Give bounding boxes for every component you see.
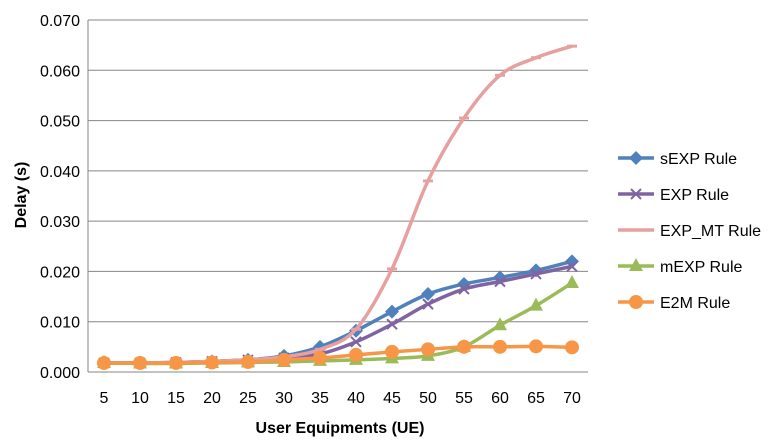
- x-tick-label: 30: [275, 390, 293, 407]
- data-point: [565, 274, 579, 288]
- x-tick-label: 65: [527, 390, 545, 407]
- y-axis-title: Delay (s): [13, 162, 30, 229]
- data-point: [566, 260, 578, 273]
- data-point: [385, 304, 399, 319]
- data-point: [458, 283, 470, 295]
- y-tick-label: 0.060: [40, 63, 80, 80]
- x-tick-labels: 5 10 15 20 25 30 35 40 45 50 55 60 65 70: [100, 390, 581, 407]
- series-4: [97, 339, 579, 370]
- x-tick-label: 10: [131, 390, 149, 407]
- x-tick-label: 60: [491, 390, 509, 407]
- y-tick-label: 0.000: [40, 365, 80, 382]
- x-tick-label: 45: [383, 390, 401, 407]
- legend-marker: [630, 188, 642, 200]
- gridlines: [88, 19, 588, 323]
- legend-item: EXP Rule: [618, 187, 729, 204]
- x-tick-label: 50: [419, 390, 437, 407]
- series-group: [97, 44, 579, 370]
- data-point: [386, 318, 398, 330]
- x-tick-label: 40: [347, 390, 365, 407]
- data-point: [385, 344, 399, 359]
- series-2: [99, 44, 577, 365]
- legend-marker: [629, 151, 643, 165]
- x-tick-label: 55: [455, 390, 473, 407]
- y-tick-labels: 0.000 0.010 0.020 0.030 0.040 0.050 0.060 0.070: [40, 13, 80, 382]
- x-tick-label: 5: [100, 390, 109, 407]
- data-point: [421, 287, 435, 302]
- legend-item: E2M Rule: [618, 295, 730, 312]
- x-axis-title: User Equipments (UE): [256, 420, 425, 437]
- data-point: [530, 268, 542, 280]
- data-point: [493, 339, 507, 354]
- y-tick-label: 0.040: [40, 164, 80, 181]
- data-point: [565, 340, 579, 355]
- legend-marker: [629, 258, 643, 271]
- data-point: [457, 339, 471, 354]
- data-point: [565, 254, 579, 269]
- x-tick-label: 15: [167, 390, 185, 407]
- data-point: [493, 317, 507, 331]
- data-point: [169, 355, 183, 370]
- data-point: [529, 339, 543, 354]
- series-1: [98, 260, 578, 369]
- data-point: [97, 355, 111, 370]
- data-point: [349, 347, 363, 362]
- x-tick-label: 25: [239, 390, 257, 407]
- x-tick-label: 20: [203, 390, 221, 407]
- legend-label: EXP Rule: [660, 187, 729, 204]
- legend-marker: [629, 295, 643, 309]
- x-tick-label: 35: [311, 390, 329, 407]
- legend-item: mEXP Rule: [618, 258, 743, 276]
- legend: sEXP Rule EXP Rule EXP_MT Rule mEXP Rule E2M…: [618, 151, 761, 312]
- data-point: [494, 275, 506, 288]
- data-point: [313, 350, 327, 365]
- y-tick-label: 0.010: [40, 315, 80, 332]
- y-tick-label: 0.020: [40, 264, 80, 281]
- legend-label: E2M Rule: [660, 295, 730, 312]
- y-tick-label: 0.030: [40, 214, 80, 231]
- series-line: [103, 44, 573, 365]
- axes: [87, 20, 588, 373]
- data-point: [529, 297, 543, 311]
- legend-item: sEXP Rule: [618, 151, 737, 168]
- y-tick-label: 0.070: [40, 13, 80, 30]
- data-point: [133, 355, 147, 370]
- data-point: [241, 354, 255, 369]
- legend-label: sEXP Rule: [660, 151, 737, 168]
- legend-label: mEXP Rule: [660, 259, 743, 276]
- legend-label: EXP_MT Rule: [660, 223, 761, 240]
- data-point: [350, 336, 362, 348]
- legend-item: EXP_MT Rule: [618, 223, 761, 240]
- data-point: [422, 298, 434, 310]
- x-tick-label: 70: [563, 390, 581, 407]
- data-point: [421, 342, 435, 357]
- data-point: [205, 355, 219, 370]
- y-tick-label: 0.050: [40, 114, 80, 131]
- data-point: [277, 352, 291, 367]
